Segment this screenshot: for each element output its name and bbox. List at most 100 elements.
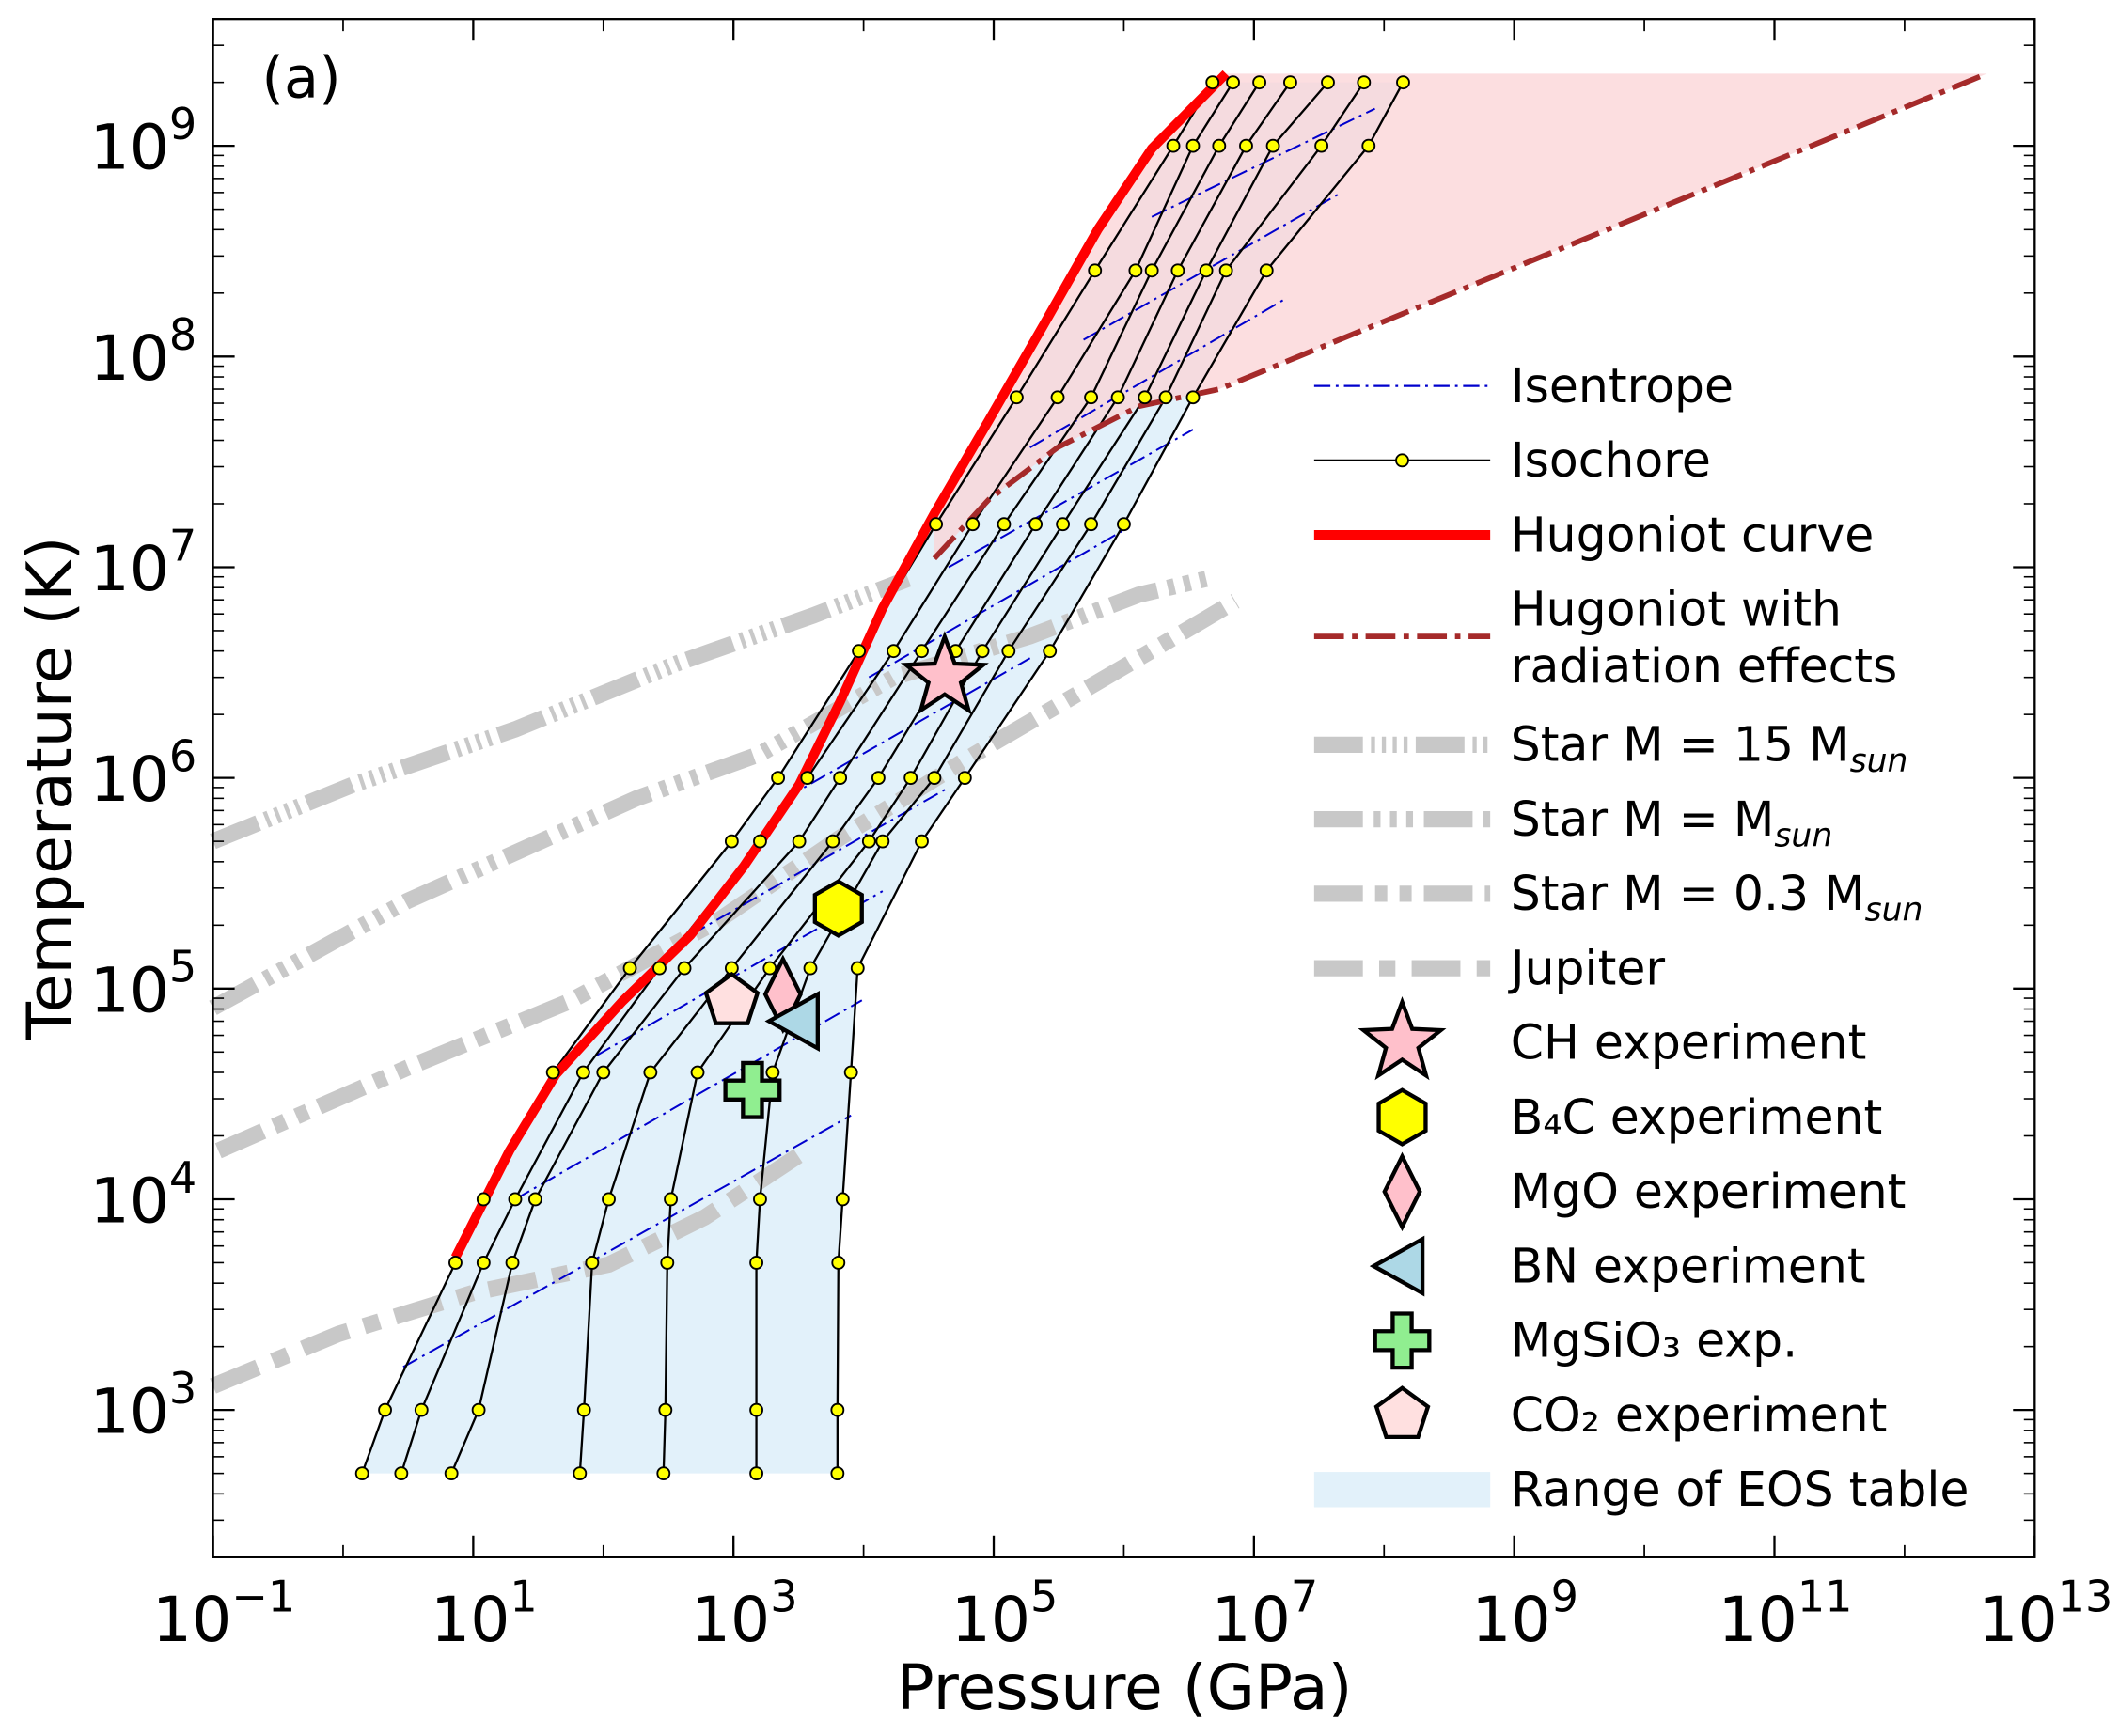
- isochore-point: [1226, 75, 1240, 90]
- tick-label: 108: [90, 309, 197, 395]
- isochore-point: [602, 1192, 616, 1207]
- isochore-point: [505, 1256, 520, 1270]
- tick-exponent: 4: [169, 1152, 196, 1203]
- legend-label-main: Star M = M: [1511, 791, 1775, 847]
- isochore-point: [1144, 263, 1159, 278]
- legend-swatch: [1313, 1472, 1491, 1508]
- isochore-line: [836, 82, 1405, 1474]
- isochore-point: [749, 1256, 763, 1270]
- legend-swatch-marker: [1369, 1235, 1425, 1297]
- isochore-point: [831, 1256, 846, 1270]
- isochore-point: [1084, 517, 1099, 532]
- legend-swatch-marker: [1358, 995, 1447, 1081]
- isochore-point: [527, 1192, 542, 1207]
- legend-label-main: Star M = 0.3 M: [1511, 866, 1865, 921]
- axes: 10−1 101 103 105 107 109 1011 10131031041051061…: [90, 18, 2113, 1656]
- tick-label: 109: [90, 99, 197, 184]
- isochore-point: [965, 517, 981, 532]
- tick-exponent: 9: [1551, 1571, 1578, 1621]
- isochore-point: [1361, 138, 1376, 153]
- isochore-point: [771, 771, 786, 786]
- isochore-point: [476, 1256, 491, 1270]
- isochore-point: [476, 1192, 491, 1207]
- tick-label: 109: [1471, 1571, 1578, 1656]
- isochore-point: [975, 644, 990, 659]
- isochore-point: [622, 961, 637, 976]
- isochore-point: [753, 834, 767, 849]
- experiment-marker: [812, 879, 864, 938]
- isochore-point: [1001, 644, 1016, 659]
- isochore-point: [1357, 75, 1372, 90]
- isochore-point: [765, 1065, 780, 1080]
- isochore-point: [656, 1466, 671, 1481]
- tick-exponent: 8: [169, 309, 196, 360]
- legend-swatch-marker: [1382, 1151, 1422, 1232]
- isochore-point: [1056, 517, 1071, 532]
- isochore-point: [875, 834, 890, 849]
- legend-label: Star M = 0.3 Msun: [1511, 866, 1923, 930]
- isochore-point: [724, 834, 739, 849]
- isochore-point: [394, 1466, 409, 1481]
- radiation-region: [934, 73, 1987, 559]
- isochore-point: [915, 644, 929, 659]
- tick-base: 10: [691, 1583, 770, 1656]
- tick-exponent: 9: [169, 99, 196, 149]
- isochore-point: [903, 771, 918, 786]
- isochore-point: [887, 644, 901, 659]
- isochore-point: [573, 1466, 588, 1481]
- tick-label: 106: [90, 730, 197, 816]
- tick-exponent: 3: [169, 1363, 196, 1414]
- legend-swatch-marker: [1373, 1311, 1432, 1370]
- tick-exponent: 1: [510, 1571, 537, 1621]
- legend-label: Jupiter: [1508, 940, 1666, 995]
- isochore-point: [378, 1402, 392, 1417]
- isochore-point: [830, 1402, 845, 1417]
- tick-exponent: 5: [1030, 1571, 1058, 1621]
- legend-label: Star M = 15 Msun: [1511, 717, 1908, 781]
- isentrope-line: [1083, 191, 1342, 341]
- model-line: [210, 571, 912, 850]
- isentrope-line: [868, 529, 1124, 679]
- plot-markers: [354, 75, 1410, 1481]
- tick-label: 104: [90, 1152, 197, 1238]
- isochore-point: [643, 1065, 658, 1080]
- isochore-point: [690, 1065, 705, 1080]
- isochore-point: [414, 1402, 429, 1417]
- tick-label: 10−1: [152, 1571, 295, 1656]
- tick-exponent: 11: [1797, 1571, 1853, 1621]
- isochore-point: [792, 834, 807, 849]
- isochore-point: [803, 961, 818, 976]
- tick-label: 107: [1212, 1571, 1319, 1656]
- tick-exponent: −1: [231, 1571, 295, 1621]
- legend-label: MgSiO₃ exp.: [1511, 1313, 1797, 1368]
- isochore-point: [825, 834, 840, 849]
- tick-base: 10: [431, 1583, 510, 1656]
- isochore-point: [585, 1256, 600, 1270]
- tick-exponent: 13: [2058, 1571, 2113, 1621]
- tick-base: 10: [90, 111, 169, 184]
- isochore-point: [444, 1466, 459, 1481]
- tick-label: 105: [951, 1571, 1059, 1656]
- legend-swatch-marker: [1376, 1087, 1428, 1147]
- tick-label: 101: [431, 1571, 538, 1656]
- isochore-point: [1158, 390, 1173, 405]
- isochore-point: [448, 1256, 463, 1270]
- legend-label: Star M = Msun: [1511, 791, 1832, 855]
- isochore-point: [1218, 263, 1233, 278]
- tick-exponent: 5: [169, 942, 196, 993]
- legend-swatch-marker: [1395, 453, 1409, 468]
- tick-exponent: 7: [169, 520, 196, 571]
- tick-base: 10: [951, 1583, 1030, 1656]
- legend-label: BN experiment: [1511, 1238, 1866, 1293]
- isochore-point: [850, 961, 865, 976]
- isochore-point: [852, 644, 867, 659]
- legend-label: radiation effects: [1511, 638, 1898, 694]
- isochore-point: [830, 1466, 845, 1481]
- radiation-hugoniot-line: [932, 70, 1988, 561]
- tick-base: 10: [90, 532, 169, 605]
- legend-label: B₄C experiment: [1511, 1089, 1883, 1145]
- isochore-point: [843, 1065, 858, 1080]
- tick-base: 10: [1471, 1583, 1550, 1656]
